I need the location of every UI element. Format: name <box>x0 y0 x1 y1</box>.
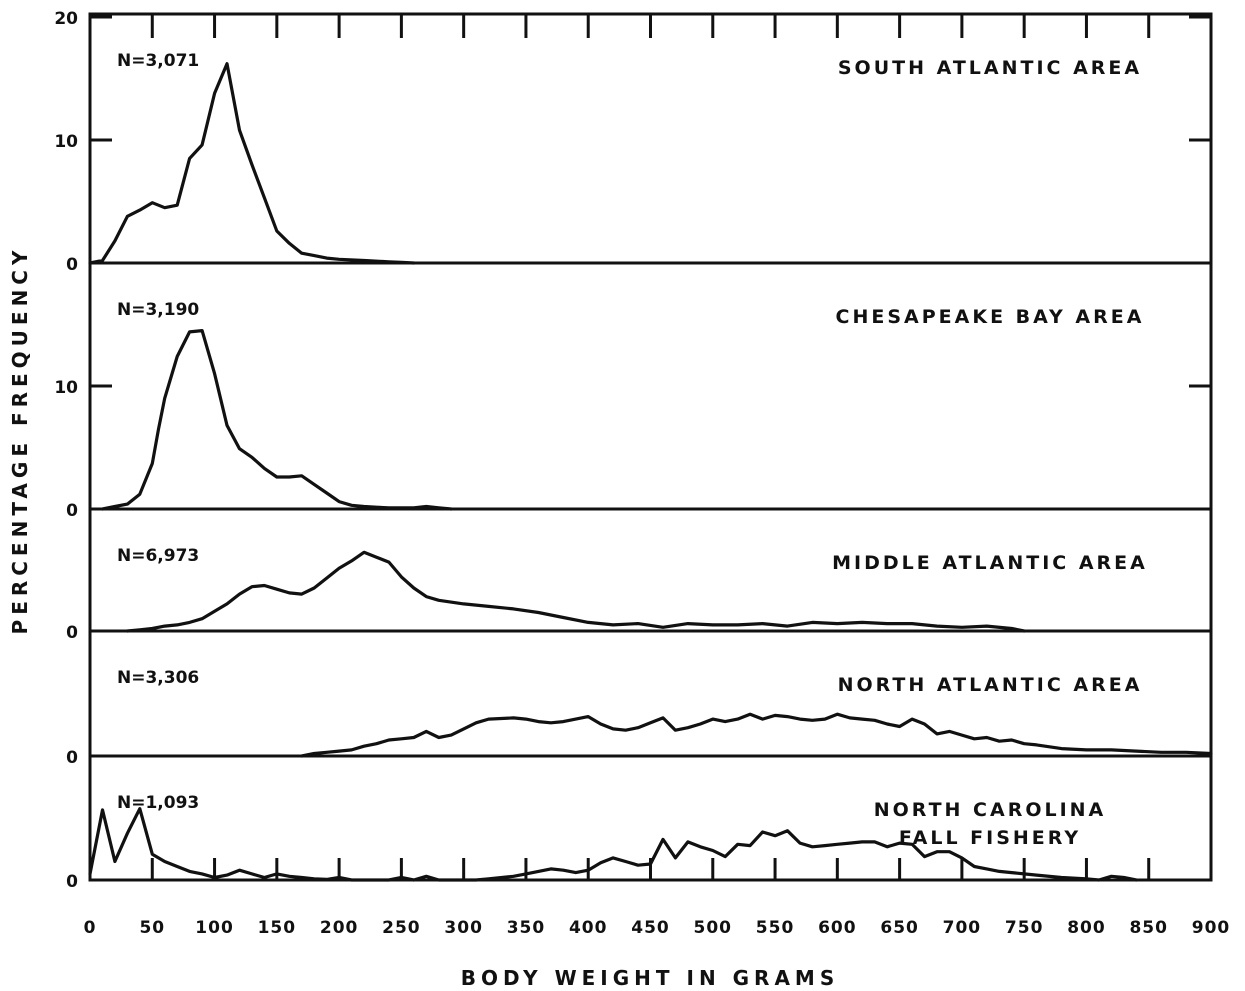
series-line <box>88 62 416 265</box>
panel-frame <box>88 261 1213 511</box>
x-tick-label: 650 <box>880 918 919 938</box>
y-tick-label: 10 <box>54 132 78 152</box>
y-tick-label: 0 <box>66 872 78 892</box>
panel-2: 0 10 N=3,190 CHESAPEAKE BAY AREA <box>54 261 1213 521</box>
x-tick-label: 0 <box>84 918 97 938</box>
y-tick-label: 0 <box>66 623 78 643</box>
area-title: FALL FISHERY <box>899 827 1081 849</box>
y-tick-label: 0 <box>66 748 78 768</box>
y-tick-label: 10 <box>54 378 78 398</box>
x-tick-label: 800 <box>1067 918 1106 938</box>
series-line <box>300 712 1213 758</box>
n-label: N=3,071 <box>117 51 199 71</box>
y-tick-label: 20 <box>54 9 78 29</box>
panels-group: 0 10 20 N=3,071 SOUTH ATLANTIC AREA 0 10 N=3,19… <box>54 9 1213 892</box>
x-tick-label: 350 <box>507 918 546 938</box>
x-tick-label: 700 <box>943 918 982 938</box>
panel-1: 0 10 20 N=3,071 SOUTH ATLANTIC AREA <box>54 9 1213 275</box>
x-axis: 0 50 100 150 200 250 300 350 400 450 500 550 600 650 7… <box>84 14 1231 938</box>
panel-4: 0 N=3,306 NORTH ATLANTIC AREA <box>66 629 1213 768</box>
x-tick-label: 750 <box>1005 918 1044 938</box>
area-title: MIDDLE ATLANTIC AREA <box>832 552 1148 574</box>
series-line <box>88 807 1138 882</box>
x-tick-label: 100 <box>195 918 234 938</box>
x-tick-label: 600 <box>818 918 857 938</box>
area-title: CHESAPEAKE BAY AREA <box>836 306 1145 328</box>
x-tick-label: 500 <box>694 918 733 938</box>
n-label: N=6,973 <box>117 546 199 566</box>
panel-5: 0 N=1,093 NORTH CAROLINA FALL FISHERY <box>66 754 1213 892</box>
series-line <box>125 550 1026 633</box>
x-tick-label: 250 <box>382 918 421 938</box>
n-label: N=1,093 <box>117 793 199 813</box>
x-tick-label: 300 <box>444 918 483 938</box>
y-axis-title: PERCENTAGE FREQUENCY <box>8 246 32 635</box>
x-tick-label: 550 <box>756 918 795 938</box>
y-tick-label: 0 <box>66 501 78 521</box>
area-title: NORTH CAROLINA <box>874 799 1107 821</box>
x-tick-label: 200 <box>320 918 359 938</box>
area-title: SOUTH ATLANTIC AREA <box>838 57 1142 79</box>
n-label: N=3,190 <box>117 300 199 320</box>
x-tick-label: 150 <box>258 918 297 938</box>
n-label: N=3,306 <box>117 668 199 688</box>
y-tick-label: 0 <box>66 255 78 275</box>
x-tick-label: 850 <box>1129 918 1168 938</box>
x-axis-title: BODY WEIGHT IN GRAMS <box>461 966 840 990</box>
panel-frame <box>88 12 1213 265</box>
series-line <box>100 329 453 511</box>
x-tick-label: 450 <box>631 918 670 938</box>
x-tick-label: 900 <box>1192 918 1231 938</box>
panel-3: 0 N=6,973 MIDDLE ATLANTIC AREA <box>66 507 1213 643</box>
x-tick-label: 400 <box>569 918 608 938</box>
x-tick-label: 50 <box>139 918 165 938</box>
area-title: NORTH ATLANTIC AREA <box>838 674 1143 696</box>
